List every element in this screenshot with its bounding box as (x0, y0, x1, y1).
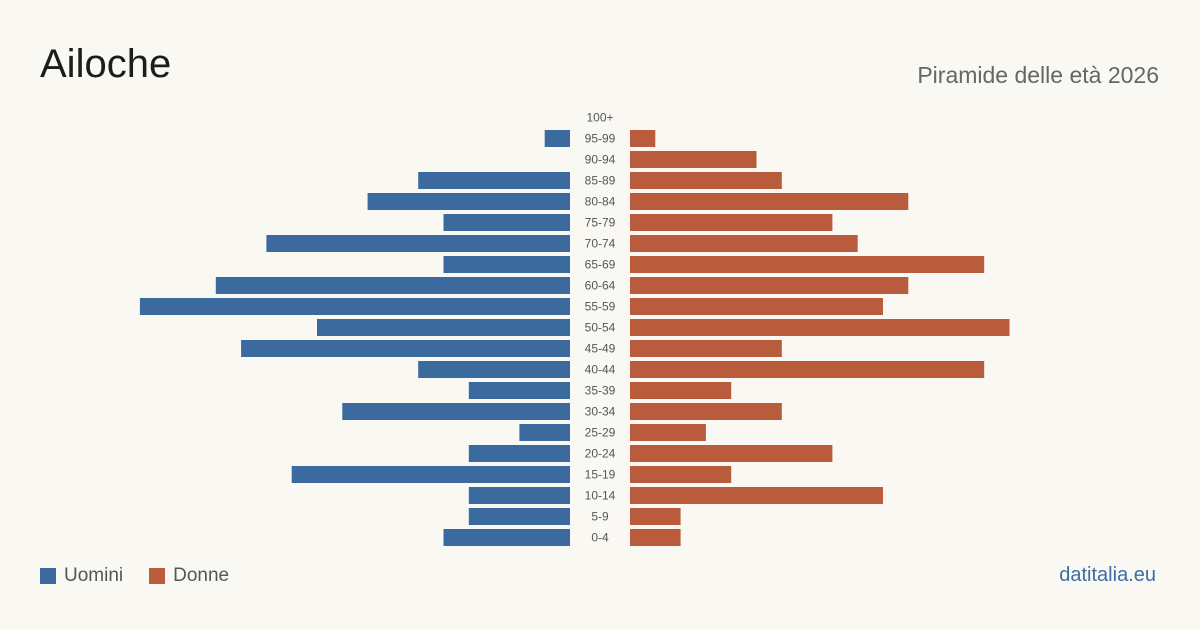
bar-women-45-49 (630, 340, 782, 357)
age-label-95-99: 95-99 (585, 132, 616, 146)
bar-women-20-24 (630, 445, 833, 462)
age-label-75-79: 75-79 (585, 216, 616, 230)
bar-men-50-54 (317, 319, 570, 336)
bar-men-95-99 (544, 130, 570, 147)
age-label-25-29: 25-29 (585, 426, 616, 440)
legend-label-women: Donne (173, 565, 230, 586)
bar-women-30-34 (630, 403, 782, 420)
age-label-0-4: 0-4 (591, 531, 609, 545)
age-label-65-69: 65-69 (585, 258, 616, 272)
legend-item-women: Donne (149, 565, 229, 587)
bar-women-10-14 (630, 487, 883, 504)
bar-women-50-54 (630, 319, 1010, 336)
age-label-90-94: 90-94 (585, 153, 616, 167)
age-label-35-39: 35-39 (585, 384, 616, 398)
legend: Uomini Donne (40, 565, 255, 587)
bar-men-15-19 (291, 466, 570, 483)
bar-men-25-29 (519, 424, 570, 441)
bar-men-80-84 (367, 193, 570, 210)
bar-men-20-24 (468, 445, 570, 462)
legend-swatch-women (149, 568, 166, 584)
bar-women-5-9 (630, 508, 681, 525)
bar-men-35-39 (468, 382, 570, 399)
bar-men-75-79 (443, 214, 570, 231)
bar-men-40-44 (418, 361, 570, 378)
bar-men-45-49 (241, 340, 570, 357)
age-label-55-59: 55-59 (585, 300, 616, 314)
age-label-50-54: 50-54 (585, 321, 616, 335)
bar-women-40-44 (630, 361, 985, 378)
legend-label-men: Uomini (64, 565, 124, 586)
bar-women-15-19 (630, 466, 732, 483)
bar-men-55-59 (139, 298, 570, 315)
age-label-30-34: 30-34 (585, 405, 616, 419)
bar-men-0-4 (443, 529, 570, 546)
age-label-40-44: 40-44 (585, 363, 616, 377)
population-pyramid: 100+ 95-99 90-94 85-89 80-84 75-79 70-74 65-69 6… (139, 111, 1010, 546)
bar-women-80-84 (630, 193, 909, 210)
age-label-70-74: 70-74 (585, 237, 616, 251)
bar-women-85-89 (630, 172, 782, 189)
age-label-60-64: 60-64 (585, 279, 616, 293)
legend-swatch-men (40, 568, 56, 584)
bar-women-35-39 (630, 382, 732, 399)
age-label-45-49: 45-49 (585, 342, 616, 356)
age-label-100plus: 100+ (586, 111, 613, 125)
bar-women-25-29 (630, 424, 706, 441)
bar-men-30-34 (342, 403, 570, 420)
chart-title: Ailoche (40, 42, 172, 86)
source-link[interactable]: datitalia.eu (1059, 564, 1156, 586)
bar-men-60-64 (215, 277, 571, 294)
bar-men-70-74 (266, 235, 570, 252)
chart-subtitle: Piramide delle età 2026 (917, 62, 1159, 88)
bar-women-0-4 (630, 529, 681, 546)
bar-women-90-94 (630, 151, 757, 168)
bar-women-95-99 (630, 130, 656, 147)
age-label-15-19: 15-19 (585, 468, 616, 482)
bar-women-65-69 (630, 256, 985, 273)
age-label-85-89: 85-89 (585, 174, 616, 188)
bar-women-75-79 (630, 214, 833, 231)
bar-men-5-9 (468, 508, 570, 525)
legend-item-men: Uomini (40, 565, 123, 587)
age-label-20-24: 20-24 (585, 447, 616, 461)
bar-men-10-14 (468, 487, 570, 504)
bar-women-60-64 (630, 277, 909, 294)
bar-men-65-69 (443, 256, 570, 273)
age-label-10-14: 10-14 (585, 489, 616, 503)
age-label-80-84: 80-84 (585, 195, 616, 209)
bar-women-55-59 (630, 298, 883, 315)
bar-women-70-74 (630, 235, 858, 252)
age-label-5-9: 5-9 (591, 510, 609, 524)
bar-men-85-89 (418, 172, 570, 189)
